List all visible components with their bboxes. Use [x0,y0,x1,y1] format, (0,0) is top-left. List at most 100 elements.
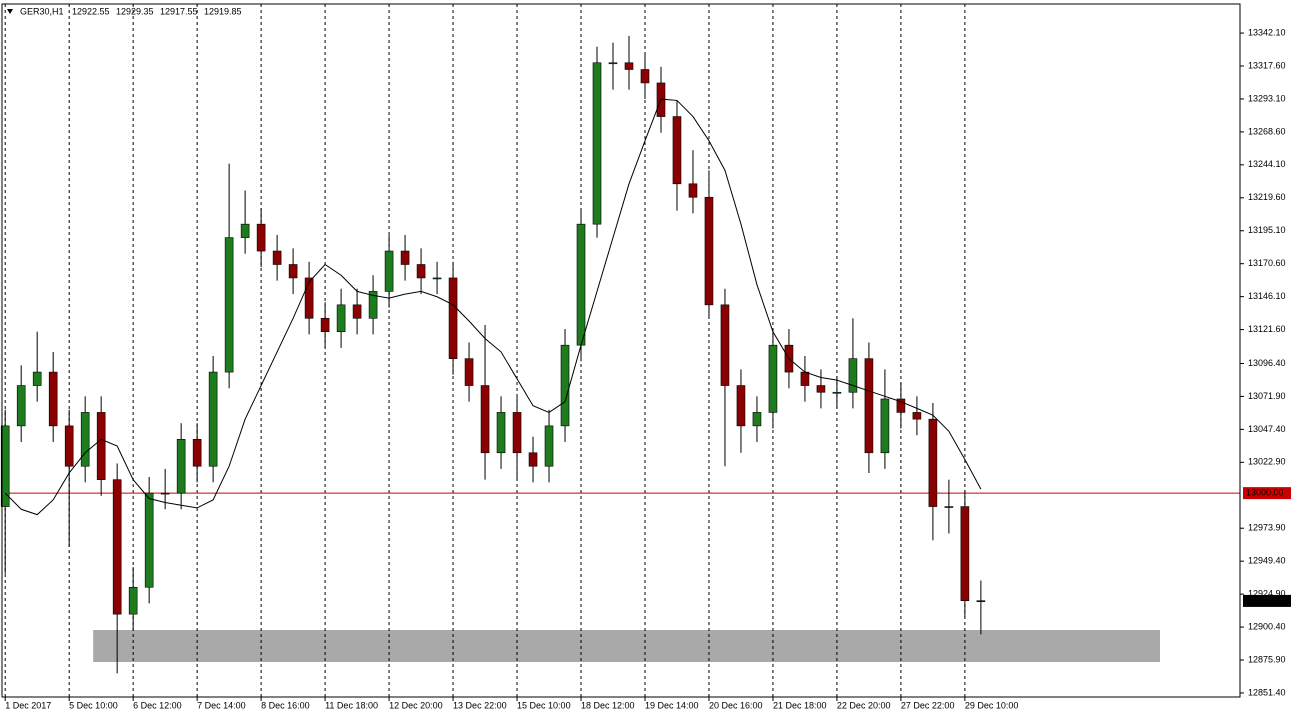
y-tick-label: 13268.60 [1248,126,1286,136]
candle-body [80,412,90,467]
candle-body [400,250,410,265]
candle-body [912,412,922,420]
y-tick-label: 13293.10 [1248,93,1286,103]
candle-body [464,358,474,386]
candle-body [496,412,506,454]
candle-body [176,439,186,494]
candle-body [928,418,938,507]
candle-body [352,304,362,319]
candle-body [208,371,218,467]
x-tick-label: 20 Dec 16:00 [709,700,763,710]
quote-value: 12919.85 [204,6,242,16]
y-tick-label: 12973.90 [1248,523,1286,533]
candle-body [304,277,314,319]
x-tick-label: 15 Dec 10:00 [517,700,571,710]
candle-body [800,371,810,386]
candle-body [0,425,10,507]
y-tick-label: 13195.10 [1248,225,1286,235]
y-tick-label: 12851.40 [1248,687,1286,697]
level-label: 13000.00 [1246,487,1284,497]
candle-body [736,385,746,427]
level-label-box [1243,487,1291,500]
candle-body [608,62,618,65]
candle-body [64,425,74,467]
y-tick-label: 13071.90 [1248,391,1286,401]
candle-body [112,479,122,615]
candle-body [704,196,714,306]
candle-body [160,492,170,495]
candle-body [688,183,698,198]
x-tick-label: 21 Dec 18:00 [773,700,827,710]
x-tick-label: 7 Dec 14:00 [197,700,246,710]
x-tick-label: 27 Dec 22:00 [901,700,955,710]
last-price-label: 12919.85 [1246,595,1284,605]
x-tick-label: 12 Dec 20:00 [389,700,443,710]
candle-body [512,412,522,454]
y-tick-label: 13170.60 [1248,258,1286,268]
x-tick-label: 6 Dec 12:00 [133,700,182,710]
candle-body [816,385,826,393]
candle-body [864,358,874,454]
candle-body [336,304,346,333]
candle-body [48,371,58,427]
y-tick-label: 13096.40 [1248,358,1286,368]
x-tick-label: 29 Dec 10:00 [965,700,1019,710]
y-tick-label: 13219.60 [1248,192,1286,202]
quote-value: 12929.35 [116,6,154,16]
symbol: GER30,H1 [20,6,64,16]
candle-body [32,371,42,386]
candle-body [896,398,906,413]
candle-body [416,264,426,279]
menu-arrow [7,9,13,14]
candle-body [16,385,26,427]
candle-body [256,223,266,252]
candle-body [672,116,682,185]
candle-body [880,398,890,454]
candle-body [560,344,570,427]
y-tick-label: 12875.90 [1248,654,1286,664]
candle-body [368,291,378,319]
candle-body [528,452,538,467]
candle-body [96,412,106,480]
quote-value: 12917.55 [160,6,198,16]
y-tick-label: 13121.60 [1248,324,1286,334]
x-tick-label: 22 Dec 20:00 [837,700,891,710]
x-tick-label: 5 Dec 10:00 [69,700,118,710]
support-zone [93,630,1161,663]
y-tick-label: 13342.10 [1248,27,1286,37]
candle-body [576,223,586,346]
moving-average [4,98,982,516]
candle-body [432,277,442,280]
candle-body [288,264,298,279]
candle-body [720,304,730,386]
candle-body [832,391,842,394]
y-tick-label: 12924.90 [1248,588,1286,598]
y-tick-label: 13146.10 [1248,291,1286,301]
x-tick-label: 11 Dec 18:00 [325,700,378,710]
x-tick-label: 8 Dec 16:00 [261,700,310,710]
candle-body [592,62,602,225]
candle-body [960,506,970,602]
candle-body [624,62,634,70]
candle-body [768,344,778,413]
x-tick-label: 13 Dec 22:00 [453,700,507,710]
candle-body [144,492,154,588]
candle-body [480,385,490,454]
candle-body [544,425,554,467]
x-tick-label: 1 Dec 2017 [5,700,51,710]
candle-body [128,586,138,615]
y-tick-label: 12900.40 [1248,621,1286,631]
y-tick-label: 12949.40 [1248,556,1286,566]
candle-body [752,412,762,427]
x-tick-label: 18 Dec 12:00 [581,700,635,710]
y-tick-label: 13047.40 [1248,424,1286,434]
candle-body [976,600,986,603]
candle-body [848,358,858,393]
candle-body [448,277,458,359]
candle-body [224,237,234,373]
candle-body [944,506,954,508]
candle-body [384,250,394,292]
candle-body [192,439,202,467]
candle-body [320,317,330,333]
